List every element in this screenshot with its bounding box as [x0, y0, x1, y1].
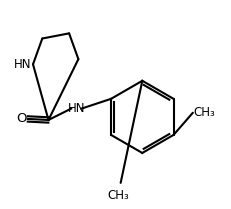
Text: O: O — [16, 112, 27, 125]
Text: HN: HN — [13, 58, 31, 71]
Text: CH₃: CH₃ — [108, 189, 129, 202]
Text: HN: HN — [68, 102, 85, 115]
Text: CH₃: CH₃ — [194, 106, 216, 119]
